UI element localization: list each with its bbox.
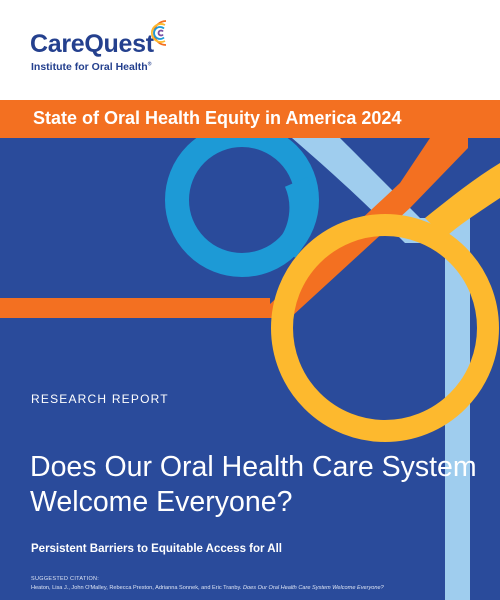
interlocking-rings-graphic [0,138,500,600]
light-blue-ribbon [292,138,470,600]
header: CareQuest Institute for Oral Health® [0,0,500,100]
citation-label: SUGGESTED CITATION: [31,576,100,582]
blue-overlap [276,177,314,258]
citation-text: Heaton, Lisa J., John O'Malley, Rebecca … [31,585,384,591]
cover-panel: RESEARCH REPORT Does Our Oral Health Car… [0,138,500,600]
gold-ring [271,214,499,442]
series-band [0,100,500,138]
registered-mark: ® [147,61,152,68]
logo-tagline: Institute for Oral Health® [31,61,152,73]
report-title: Does Our Oral Health Care System Welcome… [30,451,477,518]
concentric-arcs-logo-icon [151,20,167,46]
orange-bar [0,298,270,318]
gold-ribbon [425,163,500,238]
report-subtitle: Persistent Barriers to Equitable Access … [31,543,282,555]
logo-wordmark: CareQuest [30,30,154,58]
report-type-label: RESEARCH REPORT [31,392,169,406]
series-title: State of Oral Health Equity in America 2… [33,108,402,128]
citation-work-title: Does Our Oral Health Care System Welcome… [243,585,384,591]
